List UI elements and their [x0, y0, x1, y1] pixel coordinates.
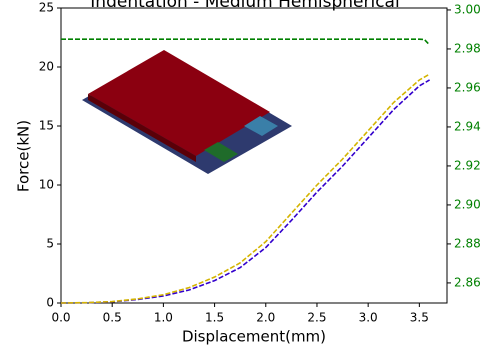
- chart-title: Indentation - Medium Hemispherical: [90, 0, 399, 12]
- y2-tick-label: 2.86: [454, 275, 481, 289]
- x-tick-label: 2.0: [256, 311, 275, 325]
- x-tick-label: 1.5: [205, 311, 224, 325]
- y2-tick-label: 2.88: [454, 236, 481, 250]
- chart: Indentation - Medium Hemispherical Displ…: [0, 0, 489, 346]
- series-line: [61, 39, 430, 45]
- y-tick-label: 25: [39, 1, 54, 15]
- y-tick-label: 5: [46, 237, 54, 251]
- y2-tick-label: 2.94: [454, 119, 481, 133]
- x-tick-label: 3.5: [410, 311, 429, 325]
- y-tick-label: 15: [39, 119, 54, 133]
- x-tick-label: 0.0: [51, 311, 70, 325]
- y2-tick-label: 3.00: [454, 2, 481, 16]
- y2-tick-label: 2.92: [454, 158, 481, 172]
- y-tick-label: 10: [39, 178, 54, 192]
- y2-tick-label: 2.98: [454, 41, 481, 55]
- y2-tick-label: 2.96: [454, 80, 481, 94]
- x-tick-label: 1.0: [154, 311, 173, 325]
- y-axis-label: Force(kN): [15, 120, 33, 192]
- y-tick-label: 20: [39, 60, 54, 74]
- inset-image: [82, 50, 292, 174]
- plot-frame: [61, 8, 447, 303]
- x-tick-label: 2.5: [307, 311, 326, 325]
- y2-tick-label: 2.90: [454, 197, 481, 211]
- x-tick-label: 0.5: [103, 311, 122, 325]
- x-tick-label: 3.0: [359, 311, 378, 325]
- x-axis-label: Displacement(mm): [182, 328, 326, 346]
- y-tick-label: 0: [46, 296, 54, 310]
